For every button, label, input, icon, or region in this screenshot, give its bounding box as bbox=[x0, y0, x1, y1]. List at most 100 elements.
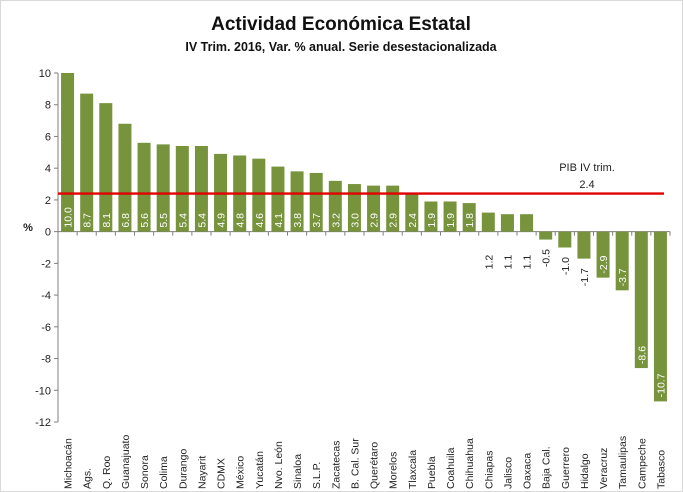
x-tick-label: Querétaro bbox=[369, 442, 381, 489]
bar-jalisco bbox=[500, 214, 514, 232]
y-tick-label: 0 bbox=[45, 227, 51, 239]
data-label: 5.5 bbox=[158, 213, 170, 228]
x-tick-label: Hidalgo bbox=[579, 453, 591, 489]
bar-baja-cal- bbox=[539, 231, 553, 240]
bar-tabasco bbox=[653, 231, 667, 402]
y-tick-label: 4 bbox=[45, 163, 51, 175]
data-label: 3.2 bbox=[330, 213, 342, 228]
x-tick-label: México bbox=[235, 456, 247, 489]
data-label: 1.8 bbox=[464, 213, 476, 228]
x-tick-labels: Michoacán Ags. Q. Roo Guanajuato Sonora Colim… bbox=[63, 435, 668, 489]
x-tick-label: Chihuahua bbox=[464, 438, 476, 489]
x-tick-label: Tamaulipas bbox=[617, 436, 629, 489]
bar-hidalgo bbox=[577, 231, 591, 259]
y-tick-label: -12 bbox=[35, 417, 51, 429]
bar-veracruz bbox=[596, 231, 610, 278]
data-label: 4.8 bbox=[235, 213, 247, 228]
data-label: 2.9 bbox=[369, 213, 381, 228]
x-tick-label: Morelos bbox=[388, 452, 400, 489]
bar-campeche bbox=[634, 231, 648, 369]
data-label: 1.2 bbox=[483, 255, 495, 270]
data-label: -10.7 bbox=[655, 373, 667, 397]
bar-durango bbox=[175, 145, 189, 232]
bar-nayarit bbox=[194, 145, 208, 232]
x-tick-label: Coahuila bbox=[445, 447, 457, 489]
x-tick-label: Tlaxcala bbox=[407, 450, 419, 489]
bar-michoac-n bbox=[61, 73, 75, 232]
data-label: 4.1 bbox=[273, 213, 285, 228]
data-label: 1.1 bbox=[502, 255, 514, 270]
bar-tamaulipas bbox=[615, 231, 629, 291]
bar-sonora bbox=[137, 142, 151, 232]
data-label: 3.8 bbox=[292, 213, 304, 228]
x-tick-label: Zacatecas bbox=[330, 441, 342, 489]
x-tick-label: B. Cal. Sur bbox=[349, 438, 361, 489]
x-tick-label: Tabasco bbox=[655, 450, 667, 489]
bar-guerrero bbox=[558, 231, 572, 248]
y-tick-label: -8 bbox=[41, 354, 51, 366]
data-label: -8.6 bbox=[636, 346, 648, 364]
data-label: 5.6 bbox=[139, 213, 151, 228]
bar-nvo-le-n bbox=[271, 166, 285, 232]
data-label: 3.7 bbox=[311, 213, 323, 228]
x-tick-label: Puebla bbox=[426, 456, 438, 489]
y-tick-label: 8 bbox=[45, 100, 51, 112]
chart-subtitle: IV Trim. 2016, Var. % anual. Serie deses… bbox=[185, 40, 497, 54]
bar-coahuila bbox=[443, 201, 457, 232]
bar-b-cal-sur bbox=[347, 184, 361, 232]
data-label: 5.4 bbox=[177, 213, 189, 228]
bar-ags- bbox=[80, 93, 94, 232]
data-label: 3.0 bbox=[349, 213, 361, 228]
x-tick-label: Oaxaca bbox=[522, 453, 534, 489]
data-label: -1.0 bbox=[560, 257, 572, 275]
data-label: 10.0 bbox=[63, 207, 75, 228]
y-tick-label: -6 bbox=[41, 322, 51, 334]
data-label: 1.9 bbox=[426, 213, 438, 228]
bar-q-roo bbox=[99, 103, 113, 232]
data-label: 2.4 bbox=[407, 213, 419, 228]
bar-quer-taro bbox=[367, 185, 381, 232]
x-tick-label: Campeche bbox=[636, 438, 648, 489]
reference-line-label: PIB IV trim. bbox=[559, 162, 615, 174]
bar-chiapas bbox=[481, 212, 495, 232]
data-label: 1.9 bbox=[445, 213, 457, 228]
x-tick-label: CDMX bbox=[216, 458, 228, 489]
bar-chihuahua bbox=[462, 203, 476, 232]
x-tick-label: Nayarit bbox=[196, 456, 208, 489]
bar-sinaloa bbox=[290, 171, 304, 232]
x-tick-label: Jalisco bbox=[502, 457, 514, 489]
data-label: 8.1 bbox=[101, 213, 113, 228]
x-tick-label: Ags. bbox=[82, 468, 94, 489]
data-label: 4.6 bbox=[254, 213, 266, 228]
data-labels: 10.0 8.7 8.1 6.8 5.6 5.5 5.4 5.4 4.9 4.8 4.6 4.1 3.8… bbox=[63, 207, 668, 397]
x-tick-label: Nvo. León bbox=[273, 441, 285, 489]
data-label: 8.7 bbox=[82, 213, 94, 228]
bar-morelos bbox=[386, 185, 400, 232]
data-label: 1.1 bbox=[522, 255, 534, 270]
bar-yucat-n bbox=[252, 158, 266, 232]
x-tick-label: Durango bbox=[177, 449, 189, 489]
y-tick-label: -4 bbox=[41, 290, 51, 302]
x-tick-label: Colima bbox=[158, 456, 170, 489]
x-tick-label: Sonora bbox=[139, 455, 151, 489]
bar-tlaxcala bbox=[405, 193, 419, 232]
bar-puebla bbox=[424, 201, 438, 232]
x-tick-label: Veracruz bbox=[598, 448, 610, 489]
x-tick-label: Q. Roo bbox=[101, 456, 113, 489]
data-label: -1.7 bbox=[579, 268, 591, 286]
x-tick-label: Chiapas bbox=[483, 450, 495, 489]
data-label: 5.4 bbox=[196, 213, 208, 228]
data-label: -3.7 bbox=[617, 268, 629, 286]
y-axis-label: % bbox=[23, 222, 33, 234]
x-tick-label: Michoacán bbox=[63, 438, 75, 489]
reference-line-group: PIB IV trim. 2.4 bbox=[58, 162, 664, 195]
x-tick-label: S.L.P. bbox=[311, 462, 323, 489]
y-tick-label: -2 bbox=[41, 258, 51, 270]
y-tick-label: 10 bbox=[39, 68, 51, 80]
data-label: -2.9 bbox=[598, 255, 610, 273]
bar-guanajuato bbox=[118, 123, 132, 232]
chart-title: Actividad Económica Estatal bbox=[211, 14, 471, 35]
data-label: -0.5 bbox=[541, 249, 553, 267]
